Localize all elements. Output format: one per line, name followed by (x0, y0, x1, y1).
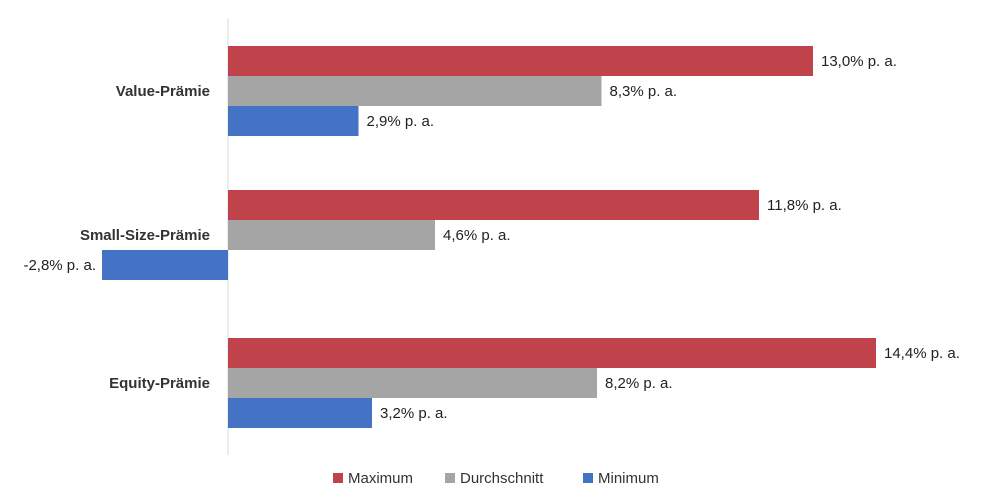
legend-swatch-maximum (333, 473, 343, 483)
data-label: 8,2% p. a. (605, 375, 673, 392)
category-label: Small-Size-Prämie (80, 227, 210, 244)
data-label: 2,9% p. a. (367, 113, 435, 130)
category-label: Equity-Prämie (109, 375, 210, 392)
bar-minimum (102, 250, 228, 280)
bar-maximum (228, 338, 876, 368)
bar-minimum (228, 398, 372, 428)
legend-swatch-minimum (583, 473, 593, 483)
bar-durchschnitt (228, 220, 435, 250)
legend-swatch-durchschnitt (445, 473, 455, 483)
data-label: -2,8% p. a. (23, 257, 96, 274)
bar-durchschnitt (228, 76, 602, 106)
data-label: 3,2% p. a. (380, 405, 448, 422)
data-label: 11,8% p. a. (767, 197, 842, 214)
data-label: 13,0% p. a. (821, 53, 897, 70)
data-label: 8,3% p. a. (610, 83, 678, 100)
data-label: 4,6% p. a. (443, 227, 511, 244)
bar-minimum (228, 106, 359, 136)
bar-durchschnitt (228, 368, 597, 398)
legend-label: Maximum (348, 470, 413, 487)
category-label: Value-Prämie (116, 83, 210, 100)
bar-maximum (228, 190, 759, 220)
legend-label: Durchschnitt (460, 470, 544, 487)
legend-label: Minimum (598, 470, 659, 487)
data-label: 14,4% p. a. (884, 345, 960, 362)
bar-maximum (228, 46, 813, 76)
